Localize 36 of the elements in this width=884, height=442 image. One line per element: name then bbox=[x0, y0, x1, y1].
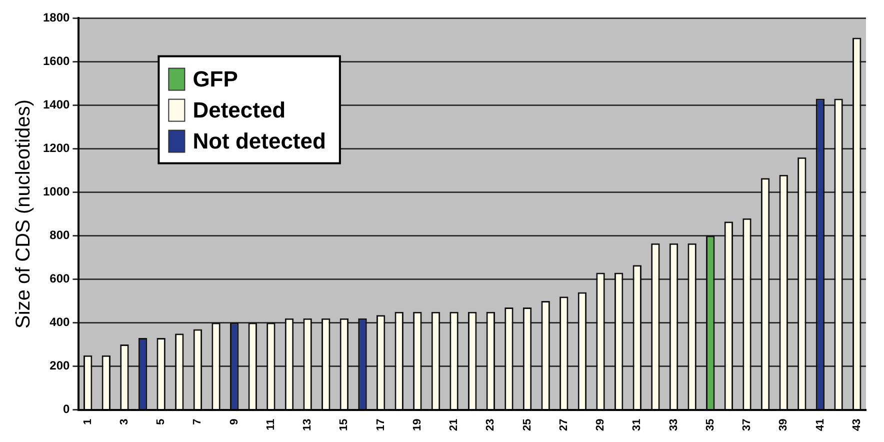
y-tick-label: 200 bbox=[50, 358, 70, 373]
x-tick-label: 43 bbox=[850, 418, 863, 432]
legend-label: GFP bbox=[192, 66, 238, 92]
x-tick-label: 25 bbox=[521, 418, 534, 432]
x-tick-label: 39 bbox=[778, 418, 790, 432]
x-tick-label: 37 bbox=[741, 418, 754, 432]
x-tick-label: 15 bbox=[338, 418, 350, 432]
y-tick-label: 0 bbox=[63, 402, 70, 416]
x-tick-label: 27 bbox=[558, 418, 570, 432]
y-tick-label: 1400 bbox=[42, 98, 70, 112]
y-tick-label: 1000 bbox=[42, 184, 70, 199]
x-tick-label: 23 bbox=[484, 418, 497, 432]
y-axis-title: Size of CDS (nucleotides) bbox=[12, 99, 35, 328]
y-tick-label: 400 bbox=[50, 315, 70, 330]
x-tick-label: 3 bbox=[118, 418, 130, 425]
legend-label: Detected bbox=[192, 97, 286, 122]
x-tick-label: 33 bbox=[668, 418, 680, 432]
x-tick-label: 1 bbox=[82, 418, 94, 425]
x-tick-label: 17 bbox=[374, 418, 387, 432]
x-tick-label: 13 bbox=[302, 418, 314, 432]
x-tick-label: 31 bbox=[631, 418, 644, 432]
x-tick-label: 19 bbox=[411, 418, 424, 432]
x-tick-label: 11 bbox=[264, 418, 277, 430]
y-tick-label: 600 bbox=[50, 272, 70, 286]
y-tick-label: 1200 bbox=[42, 141, 70, 156]
y-tick-label: 800 bbox=[50, 228, 70, 242]
x-tick-label: 29 bbox=[594, 418, 607, 432]
x-tick-label: 35 bbox=[704, 418, 716, 432]
x-tick-label: 21 bbox=[448, 418, 460, 432]
y-tick-label: 1600 bbox=[42, 54, 70, 68]
x-tick-label: 7 bbox=[192, 418, 204, 425]
x-tick-label: 9 bbox=[228, 418, 240, 425]
legend-label: Not detected bbox=[192, 128, 326, 154]
x-tick-label: 5 bbox=[155, 418, 168, 425]
x-tick-label: 41 bbox=[814, 418, 826, 432]
y-tick-label: 1800 bbox=[42, 10, 70, 25]
